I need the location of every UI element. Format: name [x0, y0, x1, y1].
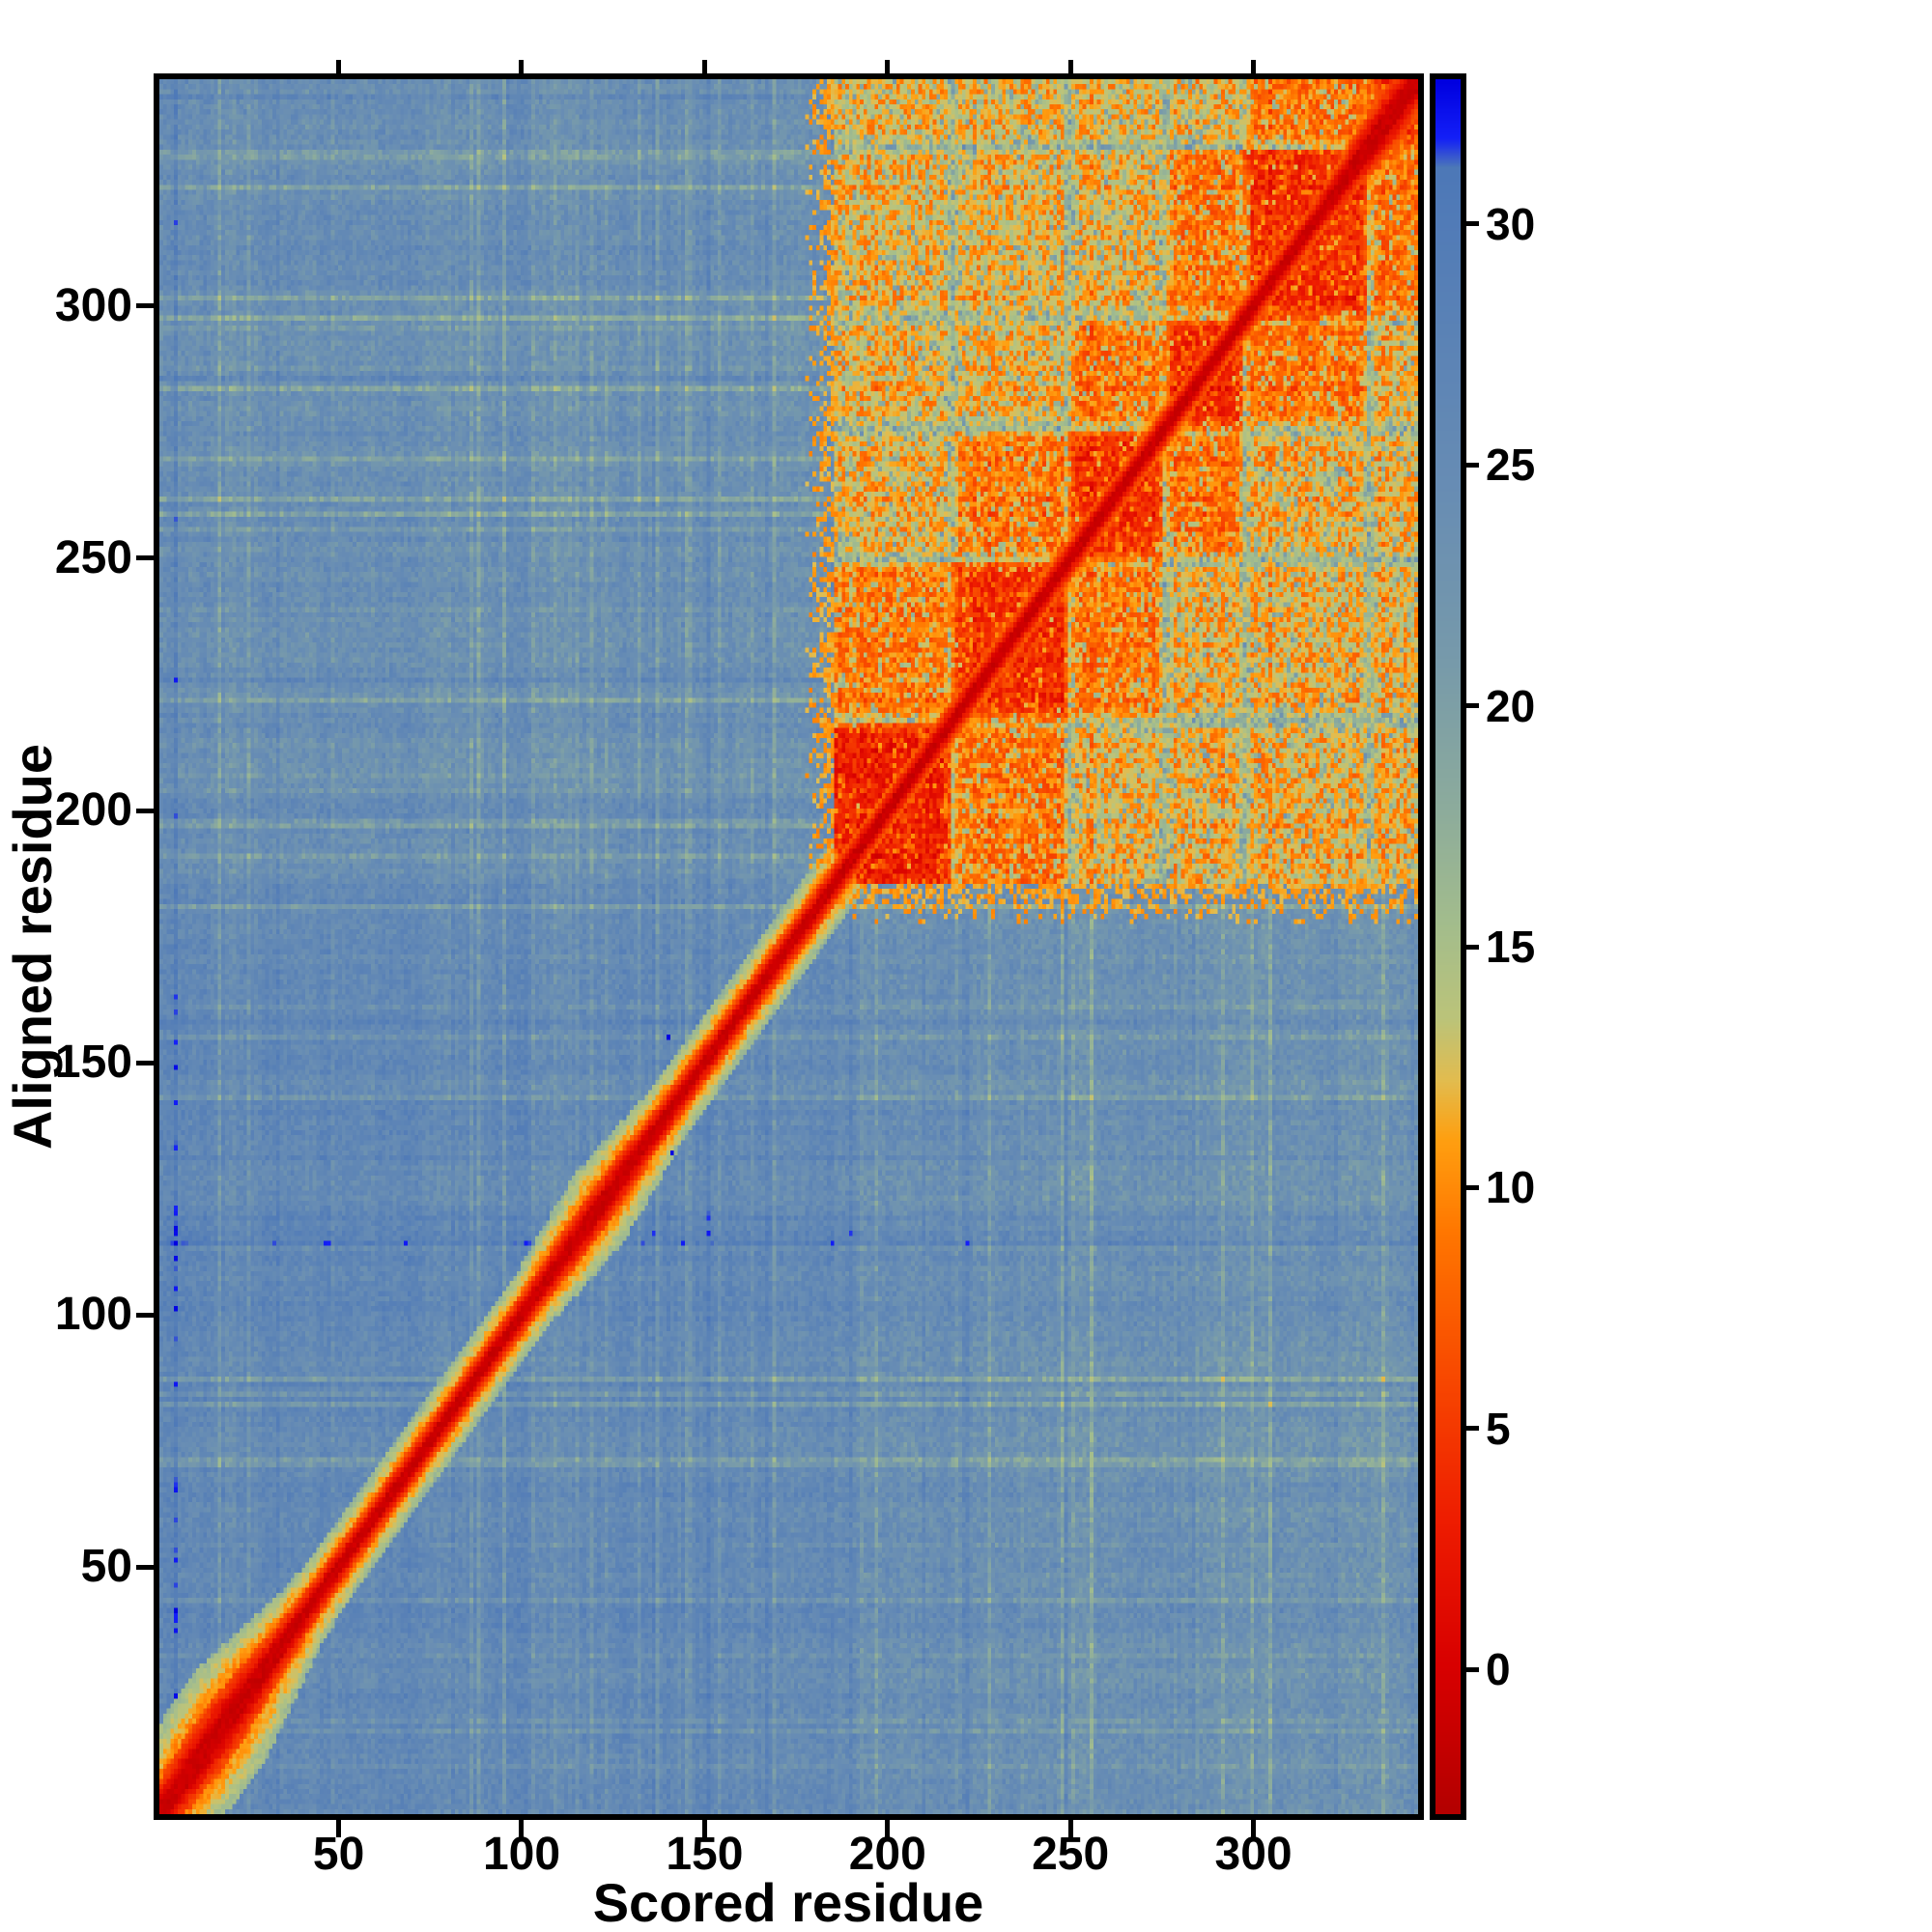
plot-area — [154, 73, 1424, 1820]
x-tick-mark — [519, 1820, 525, 1837]
x-tick-mark — [1067, 1820, 1073, 1837]
heatmap-canvas — [159, 79, 1418, 1814]
y-tick-mark — [136, 1060, 154, 1065]
colorbar-tick-mark — [1466, 462, 1479, 468]
x-tick-mark-top — [336, 60, 342, 73]
x-tick-label: 300 — [1214, 1829, 1293, 1880]
colorbar-canvas — [1435, 79, 1461, 1814]
x-tick-mark-top — [885, 60, 891, 73]
y-tick-label: 200 — [54, 784, 132, 837]
x-tick-label: 50 — [312, 1829, 365, 1880]
y-tick-label: 150 — [54, 1037, 132, 1089]
colorbar-tick-mark — [1466, 1426, 1479, 1432]
x-axis-title: Scored residue — [592, 1872, 984, 1932]
y-tick-label: 300 — [54, 279, 132, 331]
x-tick-mark-top — [1251, 60, 1257, 73]
colorbar-tick-mark — [1466, 1666, 1479, 1672]
y-tick-mark — [136, 1312, 154, 1318]
x-tick-mark — [336, 1820, 342, 1837]
y-tick-mark — [136, 555, 154, 561]
colorbar-tick-mark — [1466, 221, 1479, 227]
y-tick-label: 100 — [54, 1289, 132, 1341]
y-tick-label: 250 — [54, 531, 132, 583]
colorbar-tick-mark — [1466, 703, 1479, 709]
x-tick-label: 150 — [666, 1829, 744, 1880]
colorbar-tick-mark — [1466, 944, 1479, 950]
colorbar-tick-label: 5 — [1486, 1403, 1511, 1454]
y-tick-mark — [136, 1564, 154, 1570]
y-tick-mark — [136, 808, 154, 813]
colorbar-tick-label: 0 — [1486, 1644, 1511, 1695]
x-tick-label: 100 — [482, 1829, 561, 1880]
y-tick-label: 50 — [80, 1541, 132, 1593]
y-axis-title: Aligned residue — [2, 743, 63, 1151]
colorbar-tick-mark — [1466, 1184, 1479, 1190]
colorbar-tick-label: 10 — [1486, 1162, 1536, 1213]
x-tick-mark-top — [519, 60, 525, 73]
colorbar-tick-label: 25 — [1486, 440, 1536, 491]
x-tick-mark — [885, 1820, 891, 1837]
y-tick-mark — [136, 303, 154, 309]
x-tick-mark-top — [1067, 60, 1073, 73]
colorbar — [1430, 73, 1466, 1820]
colorbar-tick-label: 30 — [1486, 198, 1536, 249]
x-tick-mark-top — [701, 60, 707, 73]
colorbar-tick-label: 20 — [1486, 680, 1536, 731]
colorbar-tick-label: 15 — [1486, 922, 1536, 972]
x-tick-mark — [1251, 1820, 1257, 1837]
x-tick-label: 250 — [1032, 1829, 1110, 1880]
x-tick-mark — [701, 1820, 707, 1837]
x-tick-label: 200 — [848, 1829, 926, 1880]
